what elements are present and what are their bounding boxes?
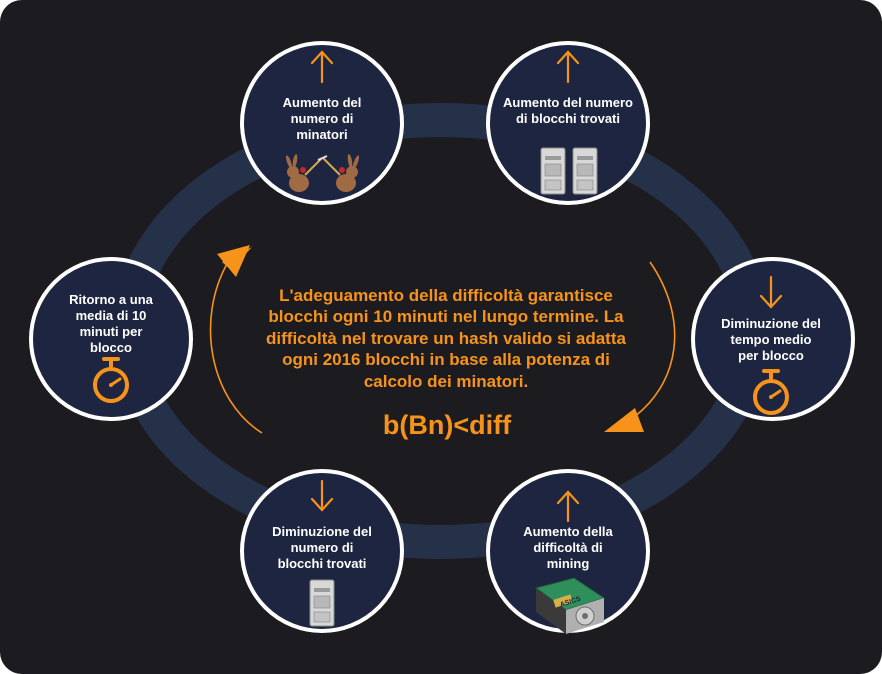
node-difficulty-increase-line-3: mining bbox=[547, 556, 590, 571]
center-line-1: L'adeguamento della difficoltà garantisc… bbox=[279, 286, 613, 305]
arrow-up-icon bbox=[310, 50, 334, 84]
arrow-down-icon bbox=[759, 275, 783, 309]
center-line-4: ogni 2016 blocchi in base alla potenza d… bbox=[282, 350, 610, 369]
node-time-decrease: Diminuzione del tempo medio per blocco bbox=[691, 257, 855, 421]
node-blocks-increase: Aumento del numero di blocchi trovati bbox=[486, 41, 650, 205]
node-miners-increase: Aumento del numero di minatori bbox=[240, 41, 404, 205]
arrow-up-icon bbox=[556, 490, 580, 523]
server-icon bbox=[309, 579, 335, 627]
node-difficulty-increase: Aumento della difficoltà di mining ASICS bbox=[486, 469, 650, 634]
node-miners-increase-line-3: minatori bbox=[296, 127, 347, 142]
center-line-3: difficoltà nel trovare un hash valido si… bbox=[266, 329, 626, 348]
stopwatch-icon bbox=[753, 369, 789, 415]
center-line-2: blocchi ogni 10 minuti nel lungo termine… bbox=[268, 307, 624, 326]
node-time-decrease-line-3: per blocco bbox=[738, 348, 804, 363]
curved-arrow-left bbox=[209, 245, 263, 434]
node-time-decrease-line-2: tempo medio bbox=[731, 332, 812, 347]
arrow-down-icon bbox=[310, 479, 334, 512]
difficulty-formula: b(Bn)<diff bbox=[383, 410, 512, 440]
arrow-up-icon bbox=[556, 50, 580, 84]
arrowhead-right bbox=[604, 408, 644, 432]
node-difficulty-increase-line-2: difficoltà di bbox=[533, 540, 602, 555]
node-return-ten-minutes: Ritorno a una media di 10 minuti per blo… bbox=[29, 257, 193, 421]
node-return-line-4: blocco bbox=[90, 340, 132, 355]
node-blocks-decrease: Diminuzione del numero di blocchi trovat… bbox=[240, 469, 404, 633]
node-return-line-3: minuti per bbox=[80, 324, 143, 339]
node-difficulty-increase-line-1: Aumento della bbox=[523, 524, 613, 539]
node-blocks-decrease-line-2: numero di bbox=[291, 540, 354, 555]
center-description: L'adeguamento della difficoltà garantisc… bbox=[266, 286, 626, 440]
node-miners-increase-line-1: Aumento del bbox=[283, 95, 362, 110]
node-time-decrease-line-1: Diminuzione del bbox=[721, 316, 821, 331]
miners-pickaxe-icon bbox=[285, 154, 360, 192]
center-line-5: calcolo dei minatori. bbox=[364, 372, 528, 391]
node-blocks-increase-line-2: di blocchi trovati bbox=[516, 111, 620, 126]
node-blocks-increase-line-1: Aumento del numero bbox=[503, 95, 633, 110]
stopwatch-icon bbox=[93, 357, 129, 403]
asic-miner-icon: ASICS bbox=[534, 577, 606, 634]
node-blocks-decrease-line-3: blocchi trovati bbox=[278, 556, 367, 571]
node-return-line-2: media di 10 bbox=[76, 308, 147, 323]
two-servers-icon bbox=[540, 147, 598, 195]
node-blocks-decrease-line-1: Diminuzione del bbox=[272, 524, 372, 539]
node-miners-increase-line-2: numero di bbox=[291, 111, 354, 126]
curved-arrow-right bbox=[604, 261, 676, 432]
node-return-line-1: Ritorno a una bbox=[69, 292, 154, 307]
